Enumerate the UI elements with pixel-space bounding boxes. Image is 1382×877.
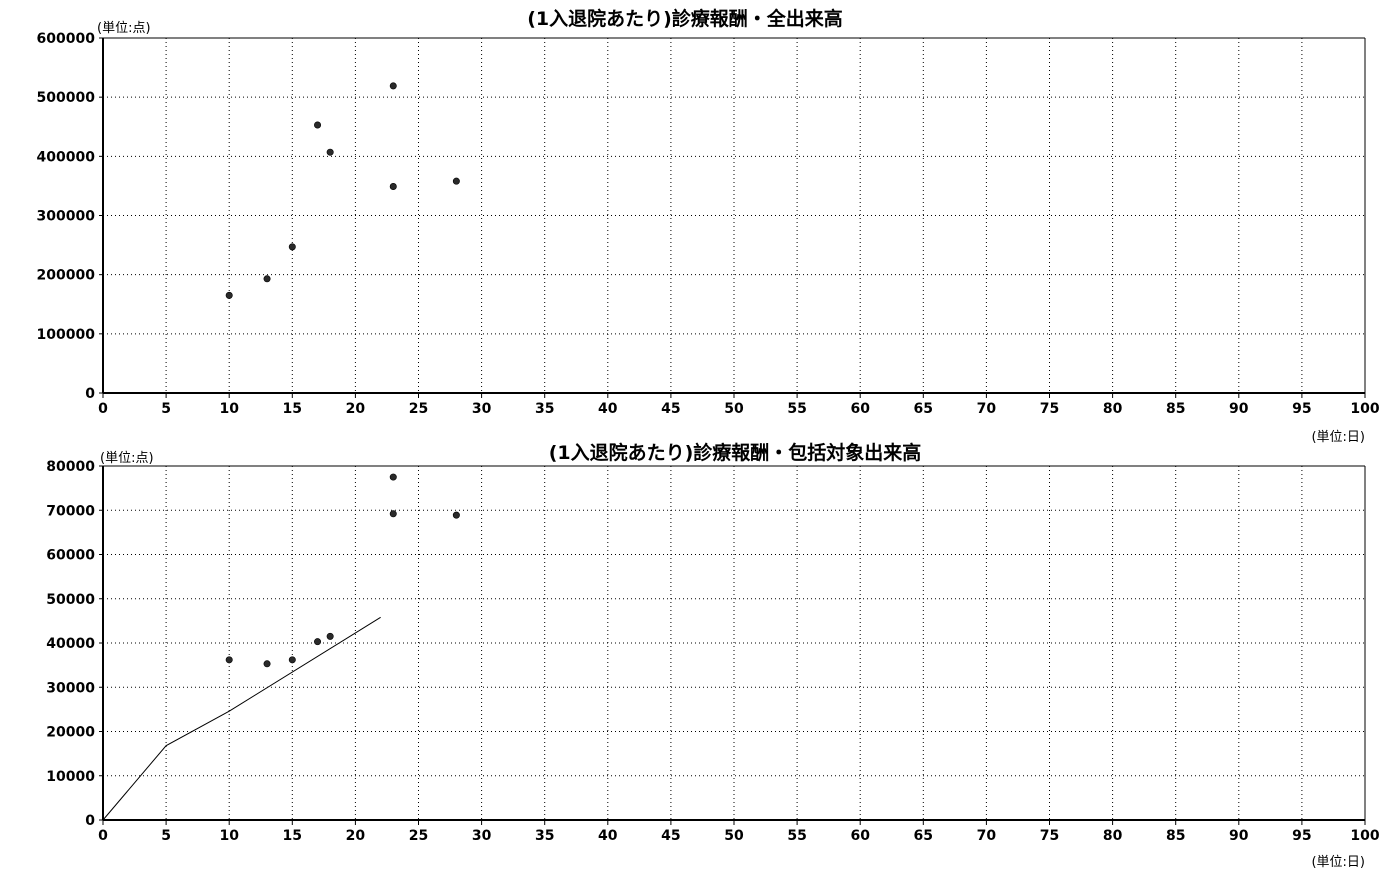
x-tick-label: 20	[346, 401, 366, 417]
x-tick-label: 40	[598, 401, 618, 417]
x-tick-label: 65	[914, 828, 933, 844]
x-tick-label: 50	[724, 401, 744, 417]
x-tick-label: 50	[724, 828, 744, 844]
x-tick-label: 85	[1166, 401, 1185, 417]
x-tick-label: 15	[283, 828, 302, 844]
data-point	[389, 82, 397, 90]
data-point	[314, 121, 322, 129]
x-tick-label: 75	[1040, 828, 1059, 844]
x-tick-label: 80	[1103, 401, 1123, 417]
y-tick-label: 50000	[46, 592, 95, 608]
x-tick-label: 0	[98, 401, 108, 417]
y-tick-label: 0	[85, 813, 95, 829]
x-tick-label: 40	[598, 828, 618, 844]
y-tick-label: 80000	[46, 459, 95, 475]
y-tick-label: 20000	[46, 725, 95, 741]
data-point	[326, 632, 334, 640]
x-tick-label: 30	[472, 401, 492, 417]
y-tick-label: 40000	[46, 636, 95, 652]
y-tick-label: 60000	[46, 548, 95, 564]
data-point	[389, 473, 397, 481]
y-tick-label: 70000	[46, 503, 95, 519]
y-tick-label: 600000	[37, 31, 96, 47]
x-tick-label: 95	[1292, 828, 1311, 844]
chart-bundled-fee-for-service: (1入退院あたり)診療報酬・包括対象出来高 (単位:点) (単位:日) 0 5 10…	[46, 441, 1380, 870]
x-tick-label: 60	[850, 401, 870, 417]
x-tick-label: 70	[977, 401, 997, 417]
x-axis-unit: (単位:日)	[1311, 429, 1365, 445]
x-tick-label: 15	[283, 401, 302, 417]
data-point	[288, 243, 296, 251]
x-tick-label: 0	[98, 828, 108, 844]
y-tick-label: 400000	[37, 149, 96, 165]
x-tick-label: 100	[1350, 401, 1379, 417]
reference-line	[102, 616, 381, 821]
y-tick-label: 200000	[37, 268, 96, 284]
x-tick-label: 45	[661, 401, 680, 417]
data-point	[314, 638, 322, 646]
x-tick-label: 5	[161, 401, 171, 417]
x-tick-label: 75	[1040, 401, 1059, 417]
x-tick-label: 95	[1292, 401, 1311, 417]
x-tick-label: 35	[535, 828, 554, 844]
chart-title: (1入退院あたり)診療報酬・全出来高	[527, 7, 843, 30]
x-tick-label: 45	[661, 828, 680, 844]
y-tick-label: 500000	[37, 90, 96, 106]
chart-title: (1入退院あたり)診療報酬・包括対象出来高	[549, 441, 922, 464]
data-point	[326, 148, 334, 156]
x-tick-label: 35	[535, 401, 554, 417]
data-point	[225, 291, 233, 299]
y-tick-label: 10000	[46, 769, 95, 785]
x-tick-label: 55	[787, 828, 806, 844]
data-point	[288, 656, 296, 664]
x-tick-label: 5	[161, 828, 171, 844]
x-tick-label: 85	[1166, 828, 1185, 844]
x-tick-label: 20	[346, 828, 366, 844]
y-tick-label: 100000	[37, 327, 96, 343]
x-axis-unit: (単位:日)	[1311, 854, 1365, 870]
x-tick-label: 55	[787, 401, 806, 417]
y-axis-unit: (単位:点)	[97, 20, 151, 36]
x-tick-label: 25	[409, 828, 428, 844]
x-tick-label: 30	[472, 828, 492, 844]
chart-total-fee-for-service: (1入退院あたり)診療報酬・全出来高 (単位:点) (単位:日) 0 5 10 15 2…	[37, 7, 1380, 445]
x-tick-label: 100	[1350, 828, 1379, 844]
data-point	[452, 177, 460, 185]
y-tick-label: 30000	[46, 680, 95, 696]
x-tick-label: 10	[219, 828, 239, 844]
x-tick-label: 25	[409, 401, 428, 417]
x-tick-label: 90	[1229, 828, 1249, 844]
y-tick-label: 0	[85, 386, 95, 402]
data-point	[389, 183, 397, 191]
x-tick-label: 90	[1229, 401, 1249, 417]
data-point	[225, 656, 233, 664]
data-point	[452, 511, 460, 519]
y-tick-label: 300000	[37, 209, 96, 225]
x-tick-label: 60	[850, 828, 870, 844]
x-tick-label: 70	[977, 828, 997, 844]
y-axis-unit: (単位:点)	[100, 450, 154, 466]
x-tick-label: 10	[219, 401, 239, 417]
x-tick-label: 80	[1103, 828, 1123, 844]
x-tick-label: 65	[914, 401, 933, 417]
data-point	[389, 510, 397, 518]
data-point	[263, 660, 271, 668]
data-point	[263, 275, 271, 283]
